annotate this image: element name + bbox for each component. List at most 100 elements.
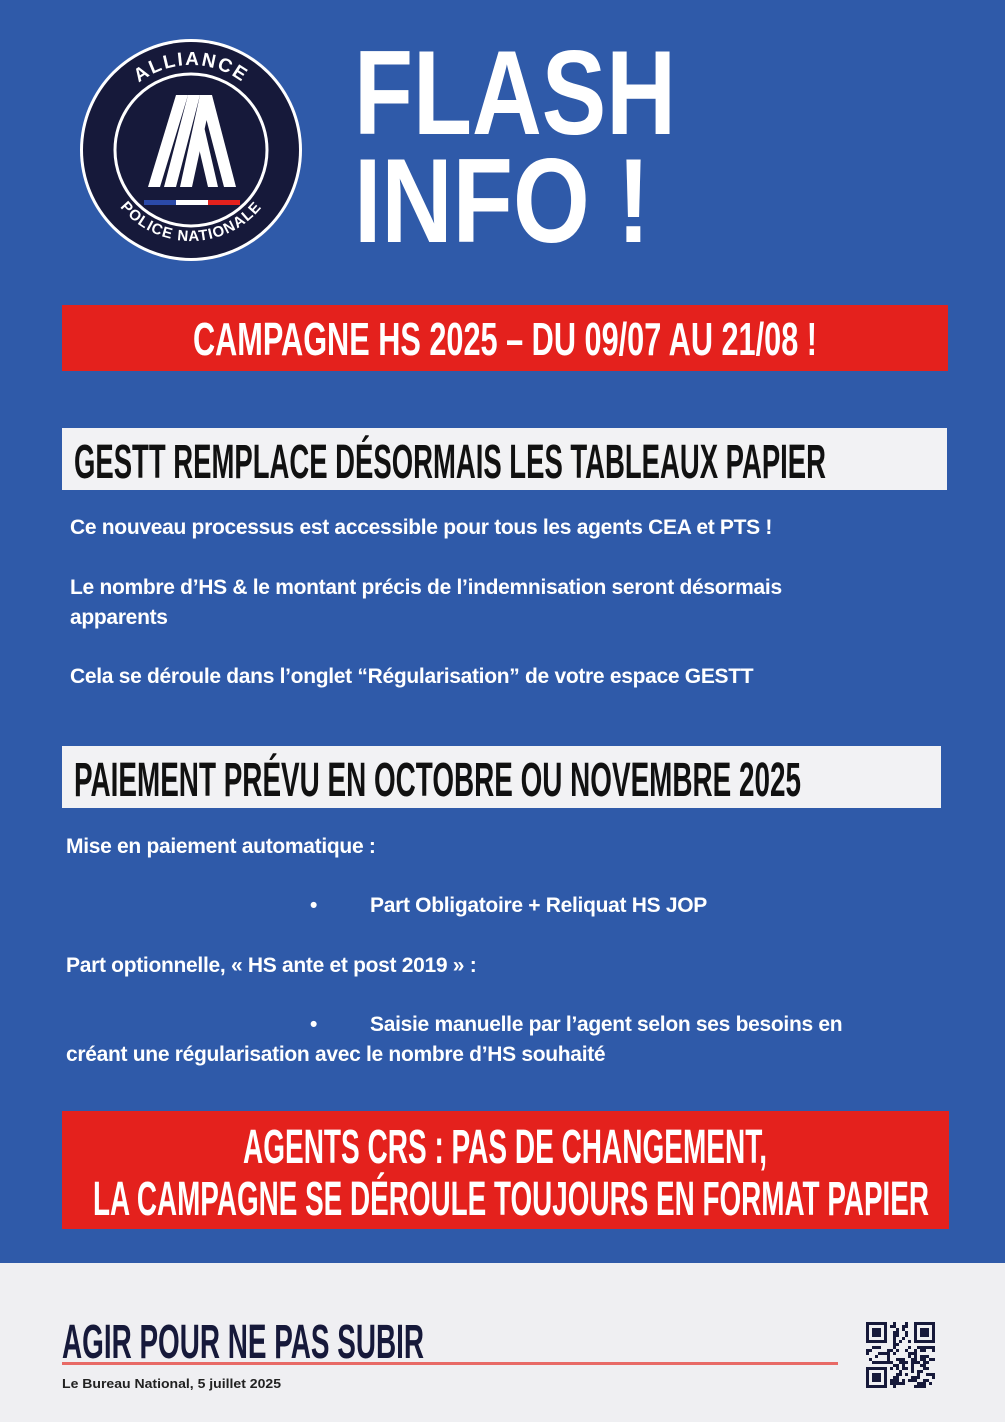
qr-module	[926, 1367, 929, 1370]
alliance-logo: ALLIANCE POLICE NATIONALE	[80, 39, 302, 261]
qr-module	[914, 1358, 917, 1361]
qr-module	[908, 1340, 911, 1343]
qr-module	[914, 1355, 917, 1358]
qr-module	[911, 1358, 914, 1361]
qr-module	[881, 1352, 884, 1355]
qr-module	[890, 1361, 893, 1364]
qr-module	[878, 1352, 881, 1355]
qr-module	[893, 1340, 896, 1343]
svg-text:INFO !: INFO !	[354, 142, 650, 248]
title-line2: INFO !	[354, 142, 650, 248]
qr-module	[896, 1343, 899, 1346]
qr-module	[932, 1346, 935, 1349]
qr-module	[896, 1379, 899, 1382]
qr-module	[893, 1364, 896, 1367]
qr-module	[929, 1346, 932, 1349]
qr-module	[872, 1373, 881, 1382]
svg-text:FLASH: FLASH	[354, 38, 676, 142]
bullet-icon: •	[310, 894, 318, 917]
qr-module	[926, 1361, 929, 1364]
qr-module	[902, 1364, 905, 1367]
payment-intro-1: Mise en paiement automatique :	[66, 835, 376, 858]
qr-module	[896, 1349, 899, 1352]
qr-module	[896, 1334, 899, 1337]
title-line1: FLASH	[354, 38, 676, 142]
qr-module	[893, 1325, 896, 1328]
qr-module	[917, 1346, 920, 1349]
qr-module	[932, 1358, 935, 1361]
qr-module	[866, 1349, 869, 1352]
qr-module	[905, 1322, 908, 1325]
qr-module	[914, 1352, 917, 1355]
bullet-icon: •	[310, 1013, 318, 1036]
qr-module	[923, 1367, 926, 1370]
svg-text:AGIR POUR NE PAS SUBIR: AGIR POUR NE PAS SUBIR	[62, 1316, 424, 1362]
qr-module	[917, 1361, 920, 1364]
qr-module	[914, 1361, 917, 1364]
qr-module	[902, 1379, 905, 1382]
qr-module	[899, 1382, 902, 1385]
qr-module	[899, 1361, 902, 1364]
qr-module	[917, 1370, 920, 1373]
section2-heading: PAIEMENT PRÉVU EN OCTOBRE OU NOVEMBRE 20…	[62, 746, 941, 808]
crs-banner-line2: LA CAMPAGNE SE DÉROULE TOUJOURS EN FORMA…	[93, 1172, 929, 1226]
qr-module	[899, 1370, 902, 1373]
qr-module	[893, 1385, 896, 1388]
section1-heading-text: GESTT REMPLACE DÉSORMAIS LES TABLEAUX PA…	[74, 435, 826, 489]
footer-slogan: AGIR POUR NE PAS SUBIR	[62, 1316, 424, 1362]
qr-module	[914, 1349, 917, 1352]
qr-module	[887, 1352, 890, 1355]
qr-module	[872, 1361, 875, 1364]
qr-module	[890, 1379, 893, 1382]
qr-module	[884, 1352, 887, 1355]
qr-module	[911, 1361, 914, 1364]
qr-module	[926, 1346, 929, 1349]
qr-module	[911, 1367, 914, 1370]
qr-module	[890, 1367, 893, 1370]
qr-module	[905, 1334, 908, 1337]
qr-module	[872, 1346, 875, 1349]
bullet-item-1: Part Obligatoire + Reliquat HS JOP	[370, 894, 707, 917]
campaign-banner: CAMPAGNE HS 2025 – DU 09/07 AU 21/08 !	[62, 305, 948, 371]
section1-paragraph-2: Le nombre d’HS & le montant précis de l’…	[70, 576, 782, 599]
crs-banner-line1: AGENTS CRS : PAS DE CHANGEMENT,	[243, 1121, 767, 1174]
qr-module	[914, 1385, 917, 1388]
qr-module	[884, 1361, 887, 1364]
qr-module	[887, 1358, 890, 1361]
qr-module	[911, 1376, 914, 1379]
qr-module	[902, 1361, 905, 1364]
qr-module	[908, 1352, 911, 1355]
qr-module	[887, 1361, 890, 1364]
qr-module	[911, 1364, 914, 1367]
qr-module	[932, 1376, 935, 1379]
qr-module	[920, 1385, 923, 1388]
qr-module	[920, 1328, 929, 1337]
qr-module	[902, 1367, 905, 1370]
qr-module	[923, 1385, 926, 1388]
qr-module	[923, 1358, 926, 1361]
qr-module	[896, 1328, 899, 1331]
qr-module	[887, 1355, 890, 1358]
qr-module	[890, 1382, 893, 1385]
qr-module	[905, 1367, 908, 1370]
section1-paragraph-3: Cela se déroule dans l’onglet “Régularis…	[70, 665, 754, 688]
qr-module	[875, 1361, 878, 1364]
qr-module	[920, 1355, 923, 1358]
qr-module	[932, 1349, 935, 1352]
qr-module	[875, 1346, 878, 1349]
qr-module	[887, 1349, 890, 1352]
section2-heading-text: PAIEMENT PRÉVU EN OCTOBRE OU NOVEMBRE 20…	[74, 753, 801, 807]
qr-module	[914, 1376, 917, 1379]
qr-module	[896, 1331, 899, 1334]
qr-module	[926, 1379, 929, 1382]
footer-signature: Le Bureau National, 5 juillet 2025	[62, 1376, 281, 1391]
footer	[0, 1263, 1005, 1422]
qr-module	[896, 1373, 899, 1376]
qr-module	[893, 1382, 896, 1385]
qr-code[interactable]	[866, 1322, 935, 1388]
qr-module	[893, 1334, 896, 1337]
bullet-item-2: Saisie manuelle par l’agent selon ses be…	[370, 1013, 843, 1036]
qr-module	[893, 1352, 896, 1355]
qr-module	[923, 1355, 926, 1358]
qr-module	[917, 1382, 920, 1385]
